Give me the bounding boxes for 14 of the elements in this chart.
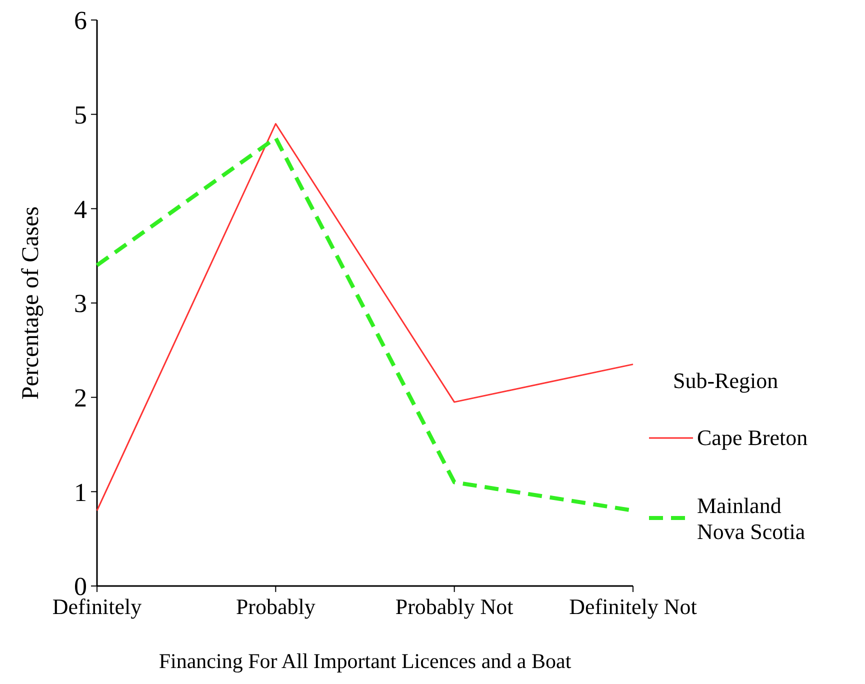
y-tick-label: 1 [74,478,87,507]
x-axis-title: Financing For All Important Licences and a Boat [158,649,572,673]
legend-label: Mainland Nova Scotia [697,493,806,544]
y-tick-label: 3 [74,289,87,318]
y-tick-label: 5 [74,100,87,130]
x-tick-label: Definitely Not [569,594,697,619]
x-tick-label: Probably [236,594,316,619]
y-tick-label: 4 [74,194,87,224]
y-tick-label: 2 [74,383,87,412]
legend-label: Cape Breton [697,425,808,450]
x-tick-label: Probably Not [395,594,514,619]
legend-title: Sub-Region [673,368,778,393]
y-tick-label: 6 [74,6,87,36]
y-axis-title: Percentage of Cases [18,206,44,400]
